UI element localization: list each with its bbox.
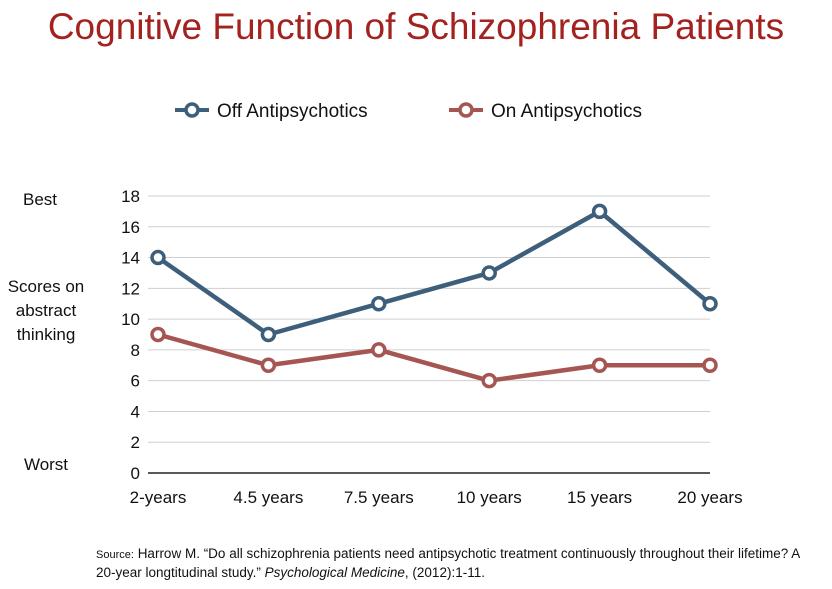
- x-axis-ticks: 2-years 4.5 years 7.5 years 10 years 15 year…: [130, 488, 743, 507]
- data-point: [260, 357, 277, 374]
- data-point: [481, 372, 497, 389]
- y-tick-label: 18: [121, 187, 140, 206]
- x-tick-label: 10 years: [457, 488, 522, 507]
- line-chart: Off Antipsychotics On Antipsychotics Best…: [8, 101, 743, 507]
- x-tick-label: 7.5 years: [344, 488, 414, 507]
- y-tick-label: 10: [121, 310, 140, 329]
- y-tick-label: 16: [121, 218, 140, 237]
- side-labels: Best Scores on abstract thinking Worst: [8, 190, 85, 474]
- series-line: [156, 209, 712, 337]
- x-tick-label: 2-years: [130, 488, 187, 507]
- data-point: [702, 357, 718, 374]
- source-journal: Psychological Medicine: [264, 565, 405, 580]
- source-text: Harrow M. “Do all schizophrenia patients…: [96, 546, 800, 580]
- legend-label: On Antipsychotics: [491, 101, 642, 122]
- data-point: [591, 203, 608, 220]
- legend-marker: [458, 102, 474, 118]
- legend: Off Antipsychotics On Antipsychotics: [175, 101, 642, 122]
- data-point: [591, 357, 608, 374]
- data-point: [150, 249, 166, 266]
- y-tick-label: 6: [131, 372, 140, 391]
- data-point: [371, 295, 387, 312]
- source-tail: , (2012):1-11.: [404, 565, 485, 580]
- y-axis-ticks: 0 2 4 6 8 10 12 14 16 18: [121, 187, 140, 483]
- source-citation: Source: Harrow M. “Do all schizophrenia …: [96, 545, 816, 581]
- y-axis-label-line: abstract: [16, 301, 77, 320]
- x-tick-label: 20 years: [677, 488, 742, 507]
- grid-lines: [148, 195, 710, 474]
- y-tick-label: 12: [121, 279, 140, 298]
- data-point: [150, 326, 166, 343]
- worst-label: Worst: [24, 455, 68, 474]
- y-tick-label: 14: [121, 249, 140, 268]
- x-tick-label: 15 years: [567, 488, 632, 507]
- data-point: [371, 342, 387, 358]
- y-tick-label: 4: [131, 402, 140, 421]
- legend-label: Off Antipsychotics: [217, 101, 368, 122]
- data-point: [481, 265, 497, 281]
- best-label: Best: [23, 190, 57, 209]
- y-axis-label-line: Scores on: [8, 277, 85, 296]
- page-title: Cognitive Function of Schizophrenia Pati…: [47, 6, 785, 47]
- data-point: [260, 326, 277, 343]
- y-tick-label: 8: [131, 341, 140, 360]
- y-axis-label-line: thinking: [17, 325, 76, 344]
- y-tick-label: 2: [131, 433, 140, 452]
- series-line: [157, 332, 710, 383]
- data-point: [702, 295, 718, 312]
- y-tick-label: 0: [131, 464, 140, 483]
- x-tick-label: 4.5 years: [233, 488, 303, 507]
- legend-marker: [184, 102, 200, 118]
- series-group: [150, 203, 718, 389]
- source-label: Source:: [96, 549, 134, 561]
